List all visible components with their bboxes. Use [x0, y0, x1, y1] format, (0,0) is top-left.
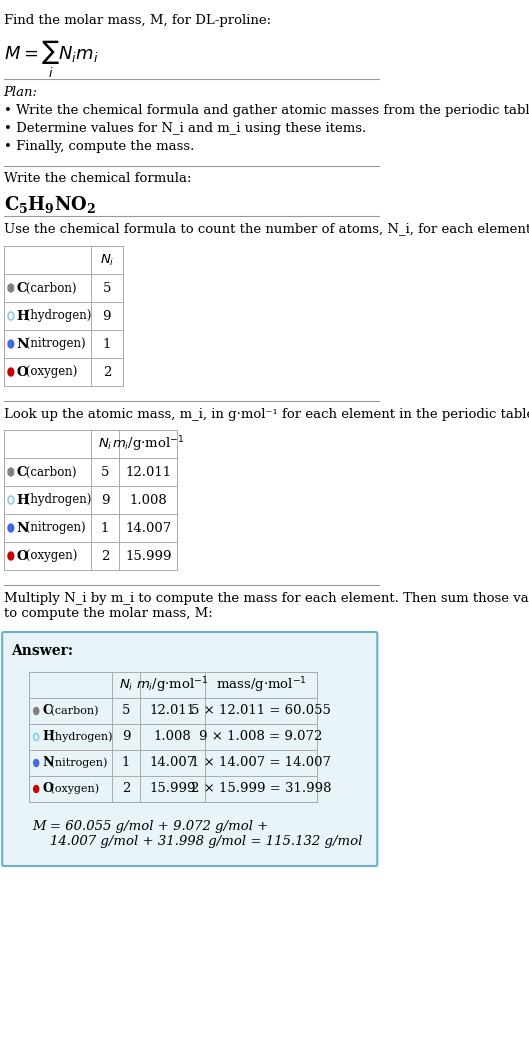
Circle shape	[8, 468, 14, 476]
Text: (oxygen): (oxygen)	[22, 366, 77, 378]
Text: Write the chemical formula:: Write the chemical formula:	[4, 172, 191, 186]
Text: 9: 9	[103, 310, 111, 323]
Text: H: H	[16, 493, 29, 507]
Text: Find the molar mass, M, for DL-proline:: Find the molar mass, M, for DL-proline:	[4, 14, 271, 27]
Text: 5: 5	[103, 281, 111, 294]
Text: $m_i$/g·mol$^{-1}$: $m_i$/g·mol$^{-1}$	[112, 434, 185, 454]
Text: (carbon): (carbon)	[47, 706, 98, 716]
Text: N: N	[16, 522, 29, 534]
Text: 2: 2	[122, 782, 130, 796]
Text: 5 × 12.011 = 60.055: 5 × 12.011 = 60.055	[191, 704, 331, 718]
Text: $m_i$/g·mol$^{-1}$: $m_i$/g·mol$^{-1}$	[136, 676, 209, 695]
Text: mass/g·mol$^{-1}$: mass/g·mol$^{-1}$	[216, 676, 306, 695]
Text: 1 × 14.007 = 14.007: 1 × 14.007 = 14.007	[191, 757, 331, 769]
Text: O: O	[16, 549, 28, 563]
Text: $N_i$: $N_i$	[99, 253, 114, 268]
Circle shape	[8, 284, 14, 292]
Text: N: N	[16, 337, 29, 351]
Text: (oxygen): (oxygen)	[47, 784, 99, 795]
Text: • Determine values for N_i and m_i using these items.: • Determine values for N_i and m_i using…	[4, 122, 366, 135]
Text: C: C	[42, 704, 52, 718]
Text: $N_i$: $N_i$	[119, 678, 133, 692]
Circle shape	[8, 552, 14, 560]
Text: 5: 5	[122, 704, 130, 718]
Text: (nitrogen): (nitrogen)	[22, 337, 85, 351]
Text: (carbon): (carbon)	[22, 466, 76, 479]
Text: 2: 2	[103, 366, 111, 378]
Text: H: H	[42, 730, 54, 743]
Text: 1: 1	[122, 757, 130, 769]
Text: (nitrogen): (nitrogen)	[22, 522, 85, 534]
Text: 2: 2	[101, 549, 109, 563]
Text: 15.999: 15.999	[149, 782, 196, 796]
Text: 1.008: 1.008	[153, 730, 191, 743]
Text: $N_i$: $N_i$	[98, 436, 112, 451]
Text: 9: 9	[122, 730, 130, 743]
Text: H: H	[16, 310, 29, 323]
Text: • Write the chemical formula and gather atomic masses from the periodic table.: • Write the chemical formula and gather …	[4, 104, 529, 117]
Text: 12.011: 12.011	[149, 704, 195, 718]
Text: 1: 1	[103, 337, 111, 351]
Text: M = 60.055 g/mol + 9.072 g/mol +
    14.007 g/mol + 31.998 g/mol = 115.132 g/mol: M = 60.055 g/mol + 9.072 g/mol + 14.007 …	[33, 820, 362, 848]
Text: Plan:: Plan:	[4, 86, 38, 99]
Circle shape	[34, 785, 39, 793]
Text: 5: 5	[101, 466, 109, 479]
Text: (hydrogen): (hydrogen)	[47, 731, 113, 742]
Text: 2 × 15.999 = 31.998: 2 × 15.999 = 31.998	[191, 782, 331, 796]
Text: N: N	[42, 757, 53, 769]
Text: (carbon): (carbon)	[22, 281, 76, 294]
Text: C: C	[16, 281, 27, 294]
Text: (oxygen): (oxygen)	[22, 549, 77, 563]
Text: Use the chemical formula to count the number of atoms, N_i, for each element:: Use the chemical formula to count the nu…	[4, 222, 529, 235]
Text: (nitrogen): (nitrogen)	[47, 758, 107, 768]
Text: 14.007: 14.007	[125, 522, 171, 534]
Text: 1: 1	[101, 522, 109, 534]
Text: 14.007: 14.007	[149, 757, 196, 769]
Text: C: C	[16, 466, 27, 479]
Text: 9: 9	[101, 493, 110, 507]
Text: O: O	[42, 782, 53, 796]
Text: (hydrogen): (hydrogen)	[22, 493, 91, 507]
Circle shape	[34, 760, 39, 766]
Text: 12.011: 12.011	[125, 466, 171, 479]
FancyBboxPatch shape	[2, 632, 377, 866]
Text: 9 × 1.008 = 9.072: 9 × 1.008 = 9.072	[199, 730, 323, 743]
Circle shape	[34, 707, 39, 715]
Text: $\mathregular{C_5H_9NO_2}$: $\mathregular{C_5H_9NO_2}$	[4, 194, 96, 215]
Text: (hydrogen): (hydrogen)	[22, 310, 91, 323]
Text: $M = \sum_i N_i m_i$: $M = \sum_i N_i m_i$	[4, 39, 98, 80]
Circle shape	[8, 340, 14, 348]
Text: • Finally, compute the mass.: • Finally, compute the mass.	[4, 140, 194, 153]
Text: 15.999: 15.999	[125, 549, 172, 563]
Text: 1.008: 1.008	[130, 493, 167, 507]
Circle shape	[8, 368, 14, 376]
Text: Answer:: Answer:	[11, 644, 73, 658]
Text: Multiply N_i by m_i to compute the mass for each element. Then sum those values
: Multiply N_i by m_i to compute the mass …	[4, 592, 529, 620]
Circle shape	[8, 524, 14, 532]
Text: Look up the atomic mass, m_i, in g·mol⁻¹ for each element in the periodic table:: Look up the atomic mass, m_i, in g·mol⁻¹…	[4, 408, 529, 421]
Text: O: O	[16, 366, 28, 378]
